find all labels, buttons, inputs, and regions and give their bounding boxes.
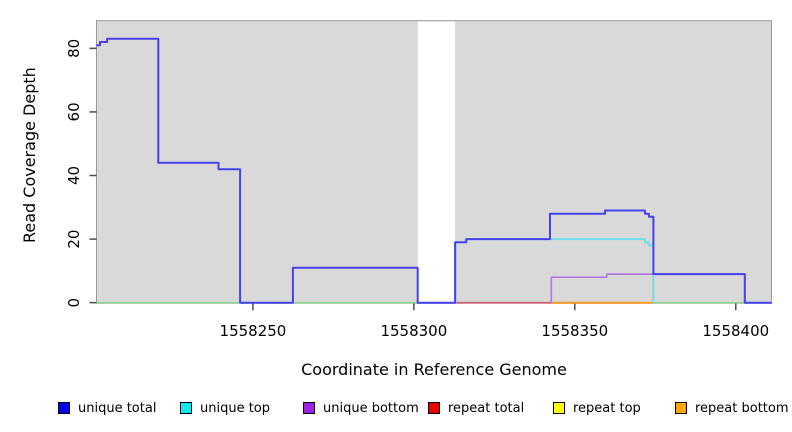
legend-swatch-repeat-top (553, 402, 565, 414)
y-tick-label: 60 (65, 102, 83, 121)
legend-item-repeat-bottom: repeat bottom (675, 400, 789, 416)
legend-swatch-unique-bottom (303, 402, 315, 414)
legend-label: unique total (78, 400, 157, 416)
legend-label: unique top (200, 400, 271, 416)
legend-item-repeat-top: repeat top (553, 400, 641, 416)
y-tick-label: 20 (65, 230, 83, 249)
legend-item-repeat-total: repeat total (428, 400, 524, 416)
x-tick-label: 1558300 (380, 322, 447, 340)
masked-region (417, 21, 456, 304)
legend-item-unique-top: unique top (180, 400, 270, 416)
x-tick-label: 1558350 (541, 322, 608, 340)
y-tick-label: 80 (65, 39, 83, 58)
y-tick-label: 40 (65, 166, 83, 185)
legend-swatch-unique-total (58, 402, 70, 414)
legend-swatch-unique-top (180, 402, 192, 414)
legend-swatch-repeat-bottom (675, 402, 687, 414)
x-axis-title: Coordinate in Reference Genome (301, 360, 567, 379)
legend-swatch-repeat-total (428, 402, 440, 414)
legend-label: repeat top (573, 400, 641, 416)
y-tick-label: 0 (65, 298, 83, 308)
series-unique-total (96, 37, 772, 304)
x-tick-label: 1558250 (220, 322, 287, 340)
legend: unique total unique top unique bottom repea… (0, 400, 792, 418)
legend-item-unique-bottom: unique bottom (303, 400, 419, 416)
legend-label: unique bottom (323, 400, 419, 416)
legend-item-unique-total: unique total (58, 400, 156, 416)
legend-label: repeat total (448, 400, 525, 416)
legend-label: repeat bottom (695, 400, 789, 416)
y-axis-title: Read Coverage Depth (20, 67, 39, 243)
x-tick-label: 1558400 (702, 322, 769, 340)
